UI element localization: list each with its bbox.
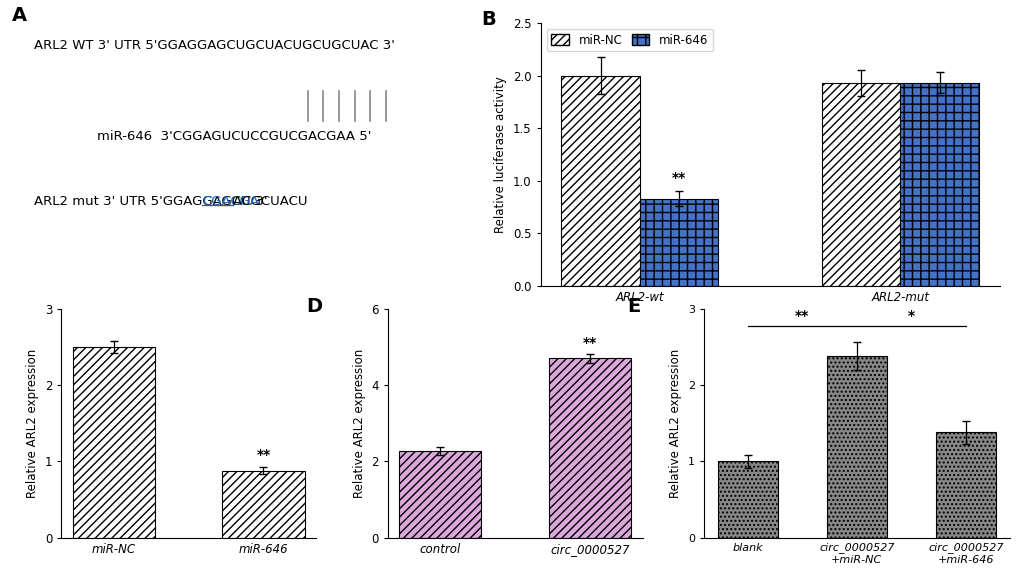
Bar — [560, 76, 639, 286]
Text: **: ** — [256, 448, 270, 462]
Text: ARL2 mut 3' UTR 5'GGAGGAGCUGCUACU: ARL2 mut 3' UTR 5'GGAGGAGCUGCUACU — [34, 196, 307, 208]
Bar — [222, 471, 305, 538]
Text: **: ** — [795, 309, 809, 323]
Y-axis label: Relative luciferase activity: Relative luciferase activity — [494, 76, 506, 233]
Bar — [717, 462, 776, 538]
Text: **: ** — [672, 171, 685, 185]
Y-axis label: Relative ARL2 expression: Relative ARL2 expression — [353, 349, 365, 498]
Bar — [935, 432, 995, 538]
Text: E: E — [627, 297, 640, 316]
Bar — [639, 198, 717, 286]
Bar — [398, 451, 481, 538]
Text: B: B — [481, 10, 495, 29]
Text: miR-646  3'CGGAGUCUCCGUCGACGAA 5': miR-646 3'CGGAGUCUCCGUCGACGAA 5' — [97, 129, 371, 142]
Text: A: A — [11, 6, 26, 25]
Y-axis label: Relative ARL2 expression: Relative ARL2 expression — [26, 349, 39, 498]
Legend: miR-NC, miR-646: miR-NC, miR-646 — [546, 29, 712, 51]
Bar — [548, 359, 631, 538]
Bar — [826, 356, 886, 538]
Text: ARL2 WT 3' UTR 5'GGAGGAGCUGCUACUGCUGCUAC 3': ARL2 WT 3' UTR 5'GGAGGAGCUGCUACUGCUGCUAC… — [34, 39, 394, 52]
Bar — [900, 83, 978, 286]
Text: D: D — [306, 297, 322, 316]
Bar — [72, 347, 155, 538]
Text: *: * — [907, 309, 914, 323]
Text: **: ** — [582, 336, 596, 350]
Bar — [821, 83, 900, 286]
Text: AC 3': AC 3' — [232, 196, 267, 208]
Y-axis label: Relative ARL2 expression: Relative ARL2 expression — [668, 349, 682, 498]
Text: CGACGA: CGACGA — [202, 196, 259, 208]
